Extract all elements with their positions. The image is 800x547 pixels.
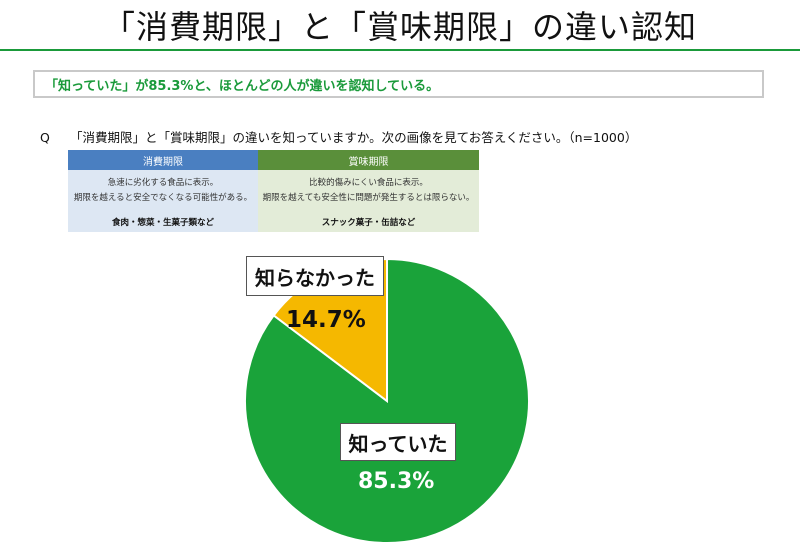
expiry-examples: 食肉・惣菜・生菓子類など [68, 212, 258, 232]
question-label: Q [40, 130, 50, 145]
pie-value-knew: 85.3% [358, 469, 435, 494]
best-before-desc-line-2: 期限を越えても安全性に問題が発生するとは限らない。 [262, 193, 475, 203]
summary-box: 「知っていた」が85.3%と、ほとんどの人が違いを認知している。 [33, 70, 764, 98]
definition-table: 消費期限 賞味期限 急速に劣化する食品に表示。 期限を越えると安全でなくなる可能… [68, 150, 479, 232]
question-text: 「消費期限」と「賞味期限」の違いを知っていますか。次の画像を見てお答えください。… [70, 130, 638, 145]
best-before-desc-line-1: 比較的傷みにくい食品に表示。 [309, 178, 428, 188]
expiry-desc-line-2: 期限を越えると安全でなくなる可能性がある。 [73, 193, 253, 203]
title-divider [0, 49, 800, 51]
best-before-examples: スナック菓子・缶詰など [258, 212, 479, 232]
summary-text: 「知っていた」が85.3%と、ほとんどの人が違いを認知している。 [45, 78, 440, 94]
pie-label-knew: 知っていた [340, 423, 456, 461]
best-before-header: 賞味期限 [258, 150, 479, 170]
pie-label-did-not-know: 知らなかった [246, 256, 384, 296]
expiry-description: 急速に劣化する食品に表示。 期限を越えると安全でなくなる可能性がある。 [68, 170, 258, 212]
expiry-header: 消費期限 [68, 150, 258, 170]
expiry-desc-line-1: 急速に劣化する食品に表示。 [107, 178, 219, 188]
best-before-description: 比較的傷みにくい食品に表示。 期限を越えても安全性に問題が発生するとは限らない。 [258, 170, 479, 212]
page-title: 「消費期限」と「賞味期限」の違い認知 [102, 8, 697, 46]
question: Q 「消費期限」と「賞味期限」の違いを知っていますか。次の画像を見てお答えください… [40, 127, 637, 146]
pie-value-did-not-know: 14.7% [286, 307, 366, 333]
